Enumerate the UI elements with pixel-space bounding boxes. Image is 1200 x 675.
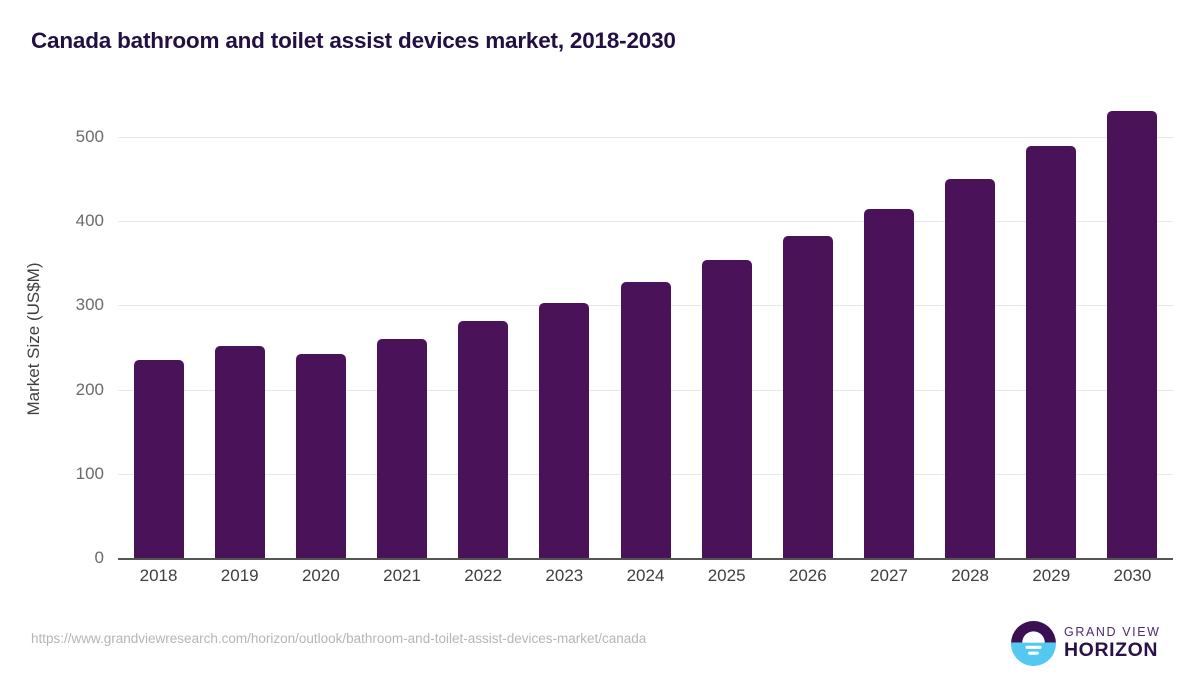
bar[interactable] — [1026, 146, 1077, 558]
y-axis-tick-labels: 0 100 200 300 400 500 — [0, 100, 104, 567]
bar[interactable] — [458, 321, 509, 558]
bar[interactable] — [863, 208, 914, 558]
x-axis-tick-label: 2021 — [383, 566, 421, 585]
y-axis-tick-label: 0 — [94, 548, 104, 567]
bar[interactable] — [1107, 110, 1158, 558]
brand-logo-text: GRAND VIEW HORIZON — [1064, 624, 1161, 661]
x-axis-tick-label: 2029 — [1032, 566, 1071, 585]
x-axis-line — [118, 558, 1173, 560]
x-axis-tick-label: 2030 — [1113, 566, 1152, 585]
bar[interactable] — [620, 281, 671, 558]
x-axis-tick-label: 2026 — [788, 566, 827, 585]
brand-logo: GRAND VIEW HORIZON — [1011, 620, 1163, 666]
x-axis-tick-label: 2025 — [707, 566, 746, 585]
y-axis-tick-label: 300 — [75, 295, 104, 315]
x-axis-tick-labels: 2018 2019 2020 2021 2022 2023 2024 2025 2026 2027… — [118, 566, 1173, 596]
y-axis-tick-label: 400 — [75, 211, 104, 231]
y-axis-tick-label: 100 — [75, 463, 104, 483]
page-title: Canada bathroom and toilet assist device… — [31, 28, 676, 53]
bar[interactable] — [295, 354, 346, 558]
gridline — [118, 137, 1173, 138]
gridline — [118, 221, 1173, 223]
bars-layer — [118, 110, 1173, 558]
bar[interactable] — [214, 345, 265, 558]
bar[interactable] — [945, 179, 996, 558]
y-axis-tick-label: 200 — [75, 379, 104, 399]
x-axis-tick-label: 2022 — [464, 566, 503, 585]
brand-logo-line2: HORIZON — [1064, 639, 1159, 661]
x-axis-tick-label: 2028 — [951, 566, 990, 585]
bar[interactable] — [539, 302, 590, 558]
x-axis-tick-label: 2027 — [870, 566, 908, 585]
bar[interactable] — [701, 259, 752, 558]
bar[interactable] — [133, 360, 184, 558]
x-axis-tick-label: 2018 — [139, 566, 178, 585]
brand-logo-line1: GRAND VIEW — [1064, 624, 1161, 639]
bar[interactable] — [377, 339, 428, 558]
x-axis-tick-label: 2020 — [301, 566, 340, 585]
y-axis-tick-label: 500 — [75, 127, 104, 146]
source-url[interactable]: https://www.grandviewresearch.com/horizo… — [31, 631, 647, 646]
horizon-sun-icon — [1011, 620, 1056, 666]
y-axis-title: Market Size (US$M) — [24, 262, 43, 416]
x-axis-tick-label: 2023 — [545, 566, 584, 585]
x-axis-tick-label: 2024 — [626, 566, 665, 585]
x-axis-tick-label: 2019 — [220, 566, 259, 585]
bar[interactable] — [782, 235, 833, 558]
